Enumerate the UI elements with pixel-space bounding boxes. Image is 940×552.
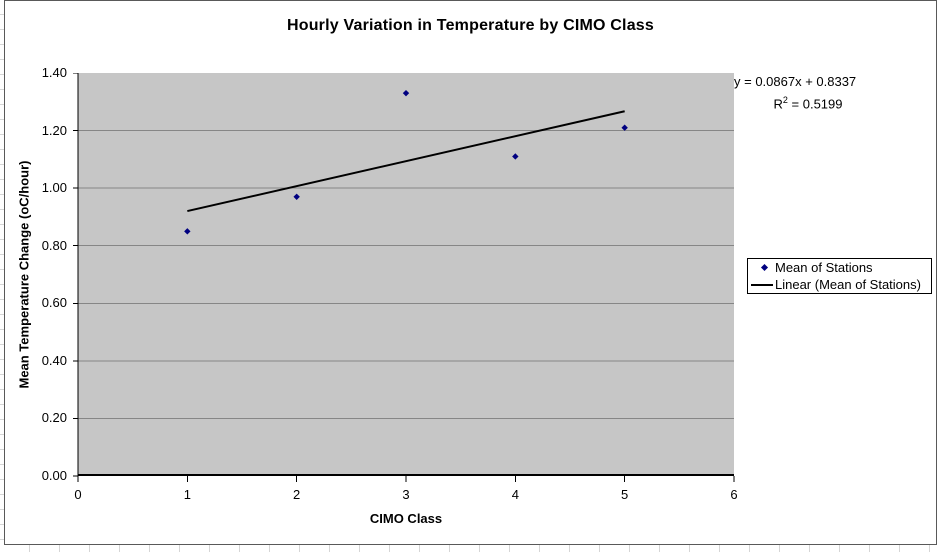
legend-label: Mean of Stations (775, 260, 873, 275)
data-point (402, 89, 410, 97)
y-axis-tick-label: 0.40 (41, 352, 67, 368)
x-axis-title: CIMO Class (369, 511, 443, 526)
equation-line: y = 0.0867x + 0.8337 (734, 74, 857, 89)
x-axis-tick-label: 4 (511, 487, 519, 502)
x-axis-tick-label: 3 (402, 487, 410, 502)
x-axis-tick-label: 2 (293, 487, 301, 502)
legend-label: Linear (Mean of Stations) (775, 277, 921, 292)
plot-background (78, 73, 734, 476)
y-axis-tick-label: 1.00 (41, 180, 67, 196)
worksheet-strip-bottom (0, 545, 940, 552)
y-axis-tick-label: 0.00 (41, 468, 67, 483)
y-axis-tick-label: 0.60 (41, 295, 67, 311)
chart-object: Hourly Variation in Temperature by CIMO … (4, 0, 937, 545)
data-point (621, 124, 628, 131)
data-point (184, 228, 191, 235)
data-point (293, 193, 300, 200)
chart-title: Hourly Variation in Temperature by CIMO … (286, 17, 654, 34)
x-axis-tick-label: 0 (74, 487, 82, 502)
diamond-marker-icon (760, 263, 769, 272)
x-axis-tick-label: 6 (730, 487, 738, 502)
legend: Mean of Stations Linear (Mean of Station… (747, 258, 932, 294)
y-axis-title: Mean Temperature Change (oC/hour) (16, 160, 32, 389)
y-axis-tick-label: 1.20 (41, 122, 67, 138)
y-axis-tick-label: 0.80 (41, 237, 67, 253)
r-squared-line: R2 = 0.5199 (773, 95, 843, 112)
legend-item-mean-of-stations: Mean of Stations (748, 259, 931, 276)
worksheet-strip-left (0, 0, 4, 552)
line-marker-icon (751, 283, 773, 286)
legend-item-linear-trendline: Linear (Mean of Stations) (748, 276, 931, 293)
y-axis-tick-label: 1.40 (41, 65, 67, 80)
trendline-equation: y = 0.0867x + 0.8337 R2 = 0.5199 (734, 72, 894, 113)
x-axis-tick-label: 1 (183, 487, 191, 502)
y-axis-tick-label: 0.20 (41, 410, 67, 426)
trendline (187, 110, 625, 213)
plot-area (73, 73, 735, 482)
x-axis-tick-label: 5 (621, 487, 629, 502)
